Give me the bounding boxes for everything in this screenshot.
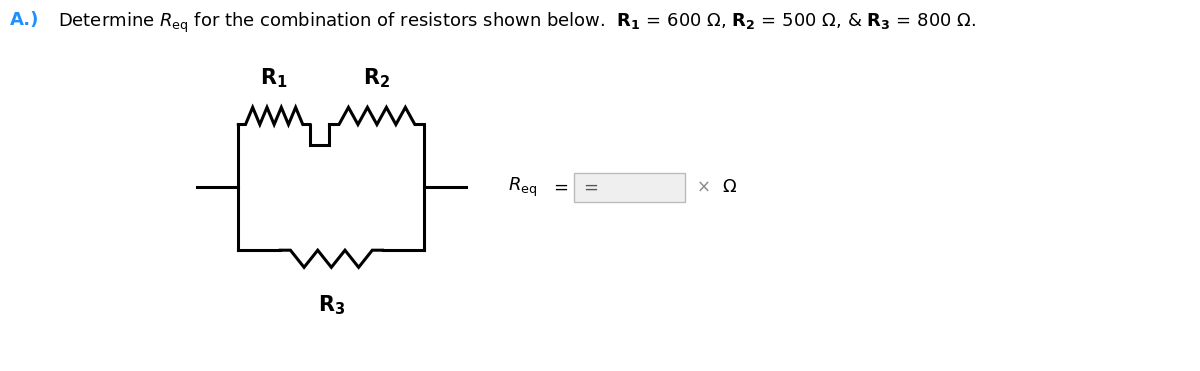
Text: $R_{\mathrm{eq}}$: $R_{\mathrm{eq}}$	[508, 176, 538, 199]
Text: =: =	[583, 178, 599, 196]
Text: $\mathbf{R_1}$: $\mathbf{R_1}$	[260, 67, 288, 90]
Text: Ω: Ω	[722, 178, 736, 196]
Text: =: =	[553, 178, 568, 196]
Text: $\mathbf{R_2}$: $\mathbf{R_2}$	[364, 67, 390, 90]
FancyBboxPatch shape	[574, 173, 685, 202]
Text: $\mathbf{R_3}$: $\mathbf{R_3}$	[318, 293, 344, 317]
Text: A.): A.)	[10, 11, 38, 29]
Text: Determine $R_{\mathrm{eq}}$ for the combination of resistors shown below.  $\mat: Determine $R_{\mathrm{eq}}$ for the comb…	[58, 11, 976, 35]
Text: ×: ×	[697, 178, 710, 196]
